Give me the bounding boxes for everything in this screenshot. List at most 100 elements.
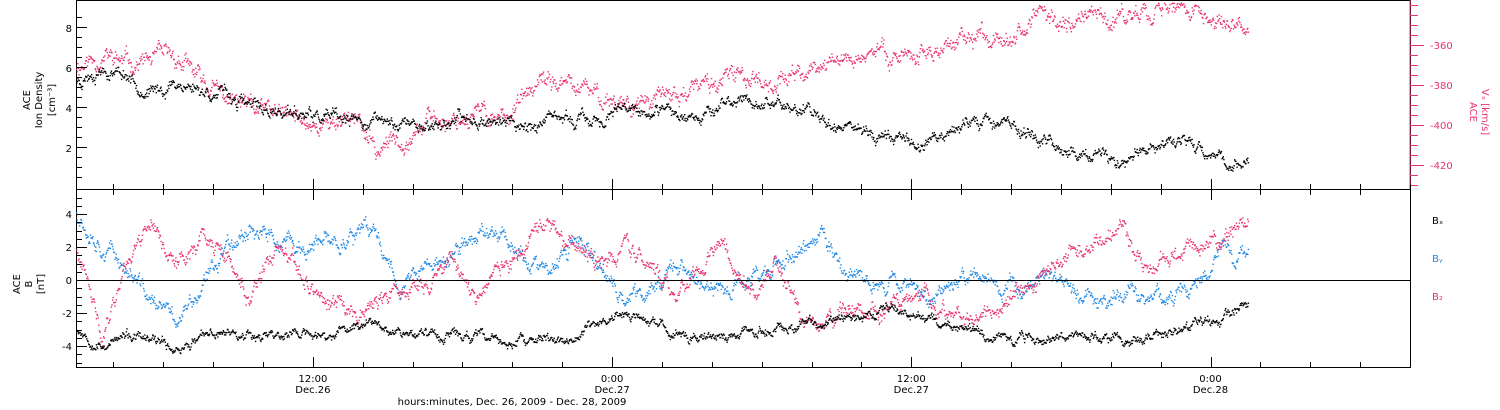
ion-density-point — [440, 129, 442, 131]
ion-density-point — [460, 116, 463, 119]
by-point — [498, 238, 500, 240]
ion-density-point — [855, 129, 858, 131]
by-point — [676, 274, 679, 276]
by-point — [672, 270, 674, 272]
by-point — [706, 280, 709, 282]
by-point — [321, 240, 323, 242]
vx-point — [173, 59, 175, 61]
vx-point — [141, 58, 143, 60]
ion-density-point — [850, 123, 852, 125]
vx-point — [377, 153, 379, 156]
ion-density-point — [739, 98, 741, 100]
by-point — [142, 282, 144, 285]
by-point — [375, 228, 377, 230]
vx-point — [171, 55, 173, 57]
ion-density-point — [833, 130, 835, 132]
ion-density-point — [1079, 153, 1081, 155]
vx-point — [675, 96, 677, 98]
by-point — [467, 242, 469, 244]
ion-density-point — [927, 140, 929, 143]
vx-point — [780, 70, 782, 73]
vx-point — [384, 146, 386, 149]
ion-density-point — [267, 113, 269, 115]
vx-point — [635, 103, 637, 105]
ion-density-point — [535, 130, 537, 132]
vx-point — [892, 52, 895, 54]
ion-density-point — [269, 111, 272, 113]
vx-point — [776, 87, 778, 89]
vx-point — [336, 125, 339, 128]
ion-density-point — [151, 88, 153, 90]
ion-density-point — [852, 126, 854, 129]
ion-density-point — [857, 123, 859, 125]
ion-density-point — [223, 89, 225, 91]
ion-density-point — [915, 148, 917, 151]
vx-point — [147, 58, 149, 60]
ion-density-point — [1125, 161, 1127, 163]
ion-density-point — [721, 97, 724, 100]
by-point — [289, 234, 291, 237]
ion-density-point — [1080, 154, 1082, 156]
ion-density-point — [653, 114, 655, 117]
by-point — [589, 252, 591, 254]
by-point — [590, 254, 592, 256]
vx-point — [734, 77, 737, 79]
by-point — [645, 297, 648, 300]
ion-density-point — [375, 116, 377, 118]
vx-point — [938, 56, 941, 59]
ion-density-point — [264, 109, 266, 111]
by-point — [257, 234, 259, 237]
vx-point — [895, 53, 897, 55]
by-point — [499, 236, 501, 239]
vx-point — [691, 80, 693, 82]
ion-density-point — [839, 126, 841, 128]
ion-density-point — [663, 107, 665, 110]
ion-density-point — [1172, 138, 1175, 141]
ion-density-point — [316, 110, 318, 112]
by-point — [281, 246, 283, 249]
ion-density-point — [164, 93, 166, 96]
by-point — [706, 283, 708, 285]
vx-point — [485, 114, 488, 117]
ion-density-point — [746, 99, 749, 101]
vx-point — [202, 77, 204, 80]
vx-point — [1125, 21, 1127, 24]
ion-density-point — [837, 125, 840, 127]
vx-point — [638, 107, 640, 109]
ion-density-point — [999, 123, 1001, 126]
ion-density-point — [316, 111, 318, 113]
vx-point — [146, 56, 148, 58]
by-point — [634, 292, 637, 295]
by-point — [592, 256, 594, 258]
vx-point — [537, 83, 539, 86]
vx-point — [815, 70, 818, 72]
ion-density-point — [709, 108, 712, 110]
vx-point — [1113, 26, 1115, 28]
ion-density-point — [1167, 138, 1169, 140]
ion-density-point — [577, 115, 579, 117]
ion-density-point — [335, 111, 337, 113]
ion-density-point — [607, 113, 609, 115]
ion-density-point — [973, 118, 975, 121]
ion-density-point — [171, 83, 173, 86]
ion-density-point — [899, 133, 901, 136]
ion-density-point — [1174, 146, 1177, 149]
ion-density-point — [77, 77, 79, 79]
by-point — [458, 250, 460, 252]
by-point — [280, 244, 282, 247]
ion-density-point — [143, 97, 145, 99]
ion-density-point — [298, 114, 300, 116]
vx-point — [1063, 27, 1065, 29]
ion-density-point — [115, 67, 117, 69]
ion-density-point — [76, 82, 78, 84]
vx-point — [333, 125, 336, 128]
ion-density-point — [314, 115, 316, 117]
vx-point — [414, 133, 417, 136]
ion-density-point — [573, 128, 576, 130]
ion-density-point — [672, 110, 674, 112]
vx-point — [177, 62, 179, 65]
vx-point — [838, 60, 840, 62]
vx-point — [515, 107, 517, 109]
ion-density-point — [548, 110, 550, 112]
vx-point — [584, 83, 586, 85]
